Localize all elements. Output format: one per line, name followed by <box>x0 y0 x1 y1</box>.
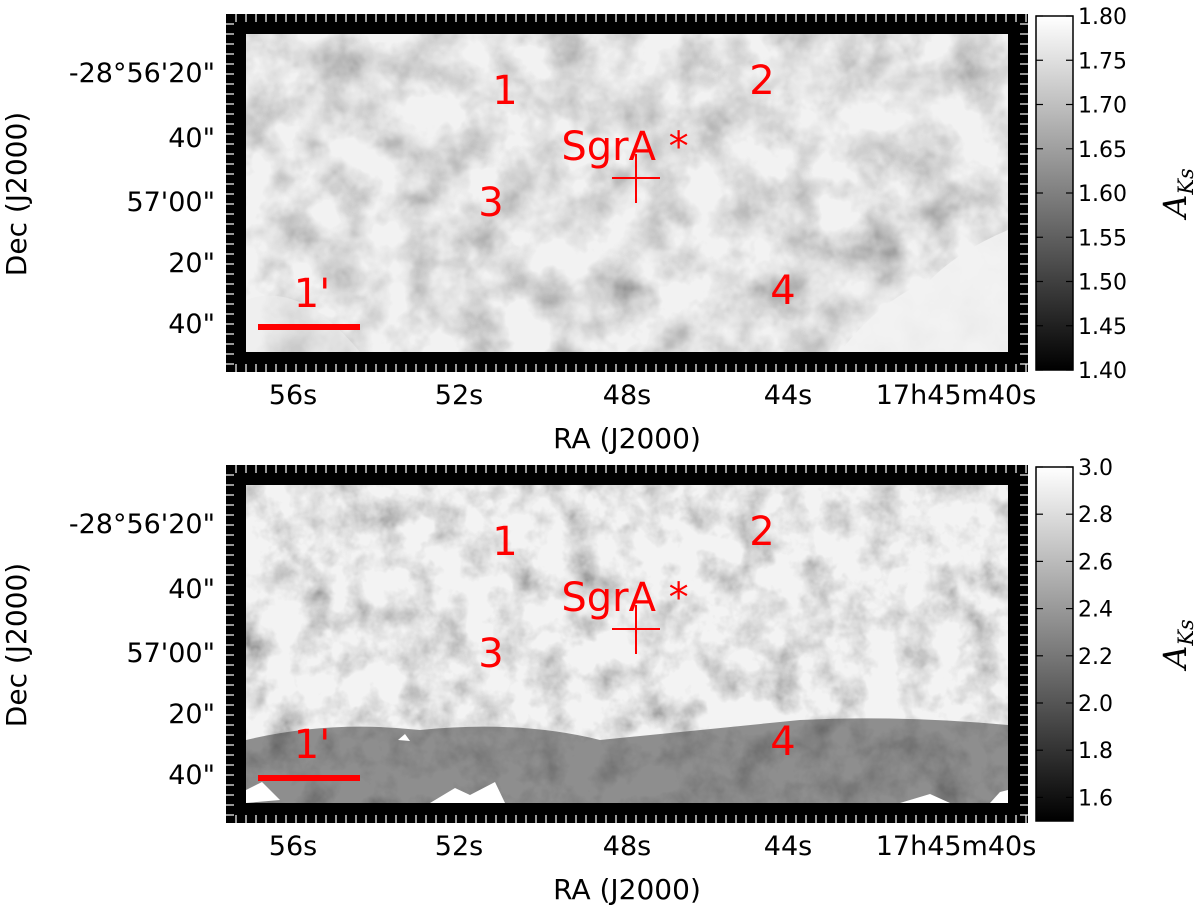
colorbar-tick-label: 3.0 <box>1078 456 1113 481</box>
colorbar: 1.80 1.75 1.70 1.65 1.60 1.55 1.50 1.45 1.40 AKs <box>1035 5 1198 384</box>
y-tick-label: -28°56'20" <box>69 58 215 89</box>
region-label-1: 1 <box>492 519 517 565</box>
y-tick-label: 20" <box>168 248 215 279</box>
region-label-3: 3 <box>478 180 503 226</box>
annotations: 1 2 3 4 SgrA * 1' <box>258 509 796 781</box>
x-tick-label: 52s <box>435 831 483 862</box>
frame-ticks <box>226 14 1028 372</box>
colorbar: 3.0 2.8 2.6 2.4 2.2 2.0 1.8 1.6 AKs <box>1035 456 1198 822</box>
colorbar-tick-label: 1.6 <box>1078 786 1113 811</box>
colorbar-title: AKs <box>1156 619 1198 672</box>
extinction-map <box>246 485 1008 803</box>
colorbar-tick-label: 2.6 <box>1078 550 1113 575</box>
annotations: 1 2 3 4 SgrA * 1' <box>258 58 796 330</box>
x-tick-label: 44s <box>764 831 812 862</box>
y-tick-label: 57'00" <box>126 187 215 218</box>
panel-bottom: 1 2 3 4 SgrA * 1' -28°56'20" 40" 57'00" … <box>0 456 1198 906</box>
x-tick-label: 56s <box>269 380 317 411</box>
y-axis-title: Dec (J2000) <box>0 563 33 727</box>
x-tick-label: 52s <box>435 380 483 411</box>
y-tick-label: 40" <box>168 123 215 154</box>
extinction-map <box>246 34 1008 352</box>
y-tick-label: 40" <box>168 309 215 340</box>
y-tick-labels: -28°56'20" 40" 57'00" 20" 40" <box>69 509 215 791</box>
region-label-4: 4 <box>770 268 795 314</box>
colorbar-tick-label: 1.50 <box>1078 271 1127 296</box>
colorbar-tick-label: 1.70 <box>1078 94 1127 119</box>
x-tick-label: 56s <box>269 831 317 862</box>
colorbar-tick-label: 2.2 <box>1078 645 1113 670</box>
region-label-2: 2 <box>749 509 774 555</box>
x-tick-label: 48s <box>603 831 651 862</box>
region-label-2: 2 <box>749 58 774 104</box>
colorbar-tick-label: 1.60 <box>1078 182 1127 207</box>
colorbar-ticks: 3.0 2.8 2.6 2.4 2.2 2.0 1.8 1.6 <box>1036 456 1113 811</box>
scale-bar-label: 1' <box>294 722 330 768</box>
sgra-cross-marker <box>612 154 660 203</box>
sgra-label: SgrA * <box>561 575 688 621</box>
region-label-3: 3 <box>478 631 503 677</box>
sgra-label: SgrA * <box>561 124 688 170</box>
region-label-4: 4 <box>770 719 795 765</box>
colorbar-tick-label: 2.0 <box>1078 692 1113 717</box>
colorbar-gradient <box>1035 466 1074 822</box>
sgra-cross-marker <box>612 605 660 654</box>
frame-ticks <box>226 465 1028 823</box>
colorbar-title: AKs <box>1156 168 1198 221</box>
x-axis-title: RA (J2000) <box>553 873 701 906</box>
colorbar-ticks: 1.80 1.75 1.70 1.65 1.60 1.55 1.50 1.45 1.40 <box>1036 5 1127 384</box>
colorbar-tick-label: 1.80 <box>1078 5 1127 30</box>
y-tick-label: -28°56'20" <box>69 509 215 540</box>
x-tick-label: 48s <box>603 380 651 411</box>
scale-bar-label: 1' <box>294 271 330 317</box>
region-label-1: 1 <box>492 68 517 114</box>
colorbar-tick-label: 2.8 <box>1078 503 1113 528</box>
x-tick-label: 17h45m40s <box>876 380 1037 411</box>
x-tick-label: 17h45m40s <box>876 831 1037 862</box>
colorbar-tick-label: 1.65 <box>1078 138 1127 163</box>
colorbar-tick-label: 2.4 <box>1078 598 1113 623</box>
x-tick-labels: 56s 52s 48s 44s 17h45m40s <box>269 831 1037 862</box>
colorbar-tick-label: 1.75 <box>1078 49 1127 74</box>
y-tick-label: 40" <box>168 574 215 605</box>
x-tick-labels: 56s 52s 48s 44s 17h45m40s <box>269 380 1037 411</box>
colorbar-tick-label: 1.45 <box>1078 315 1127 340</box>
x-tick-label: 44s <box>764 380 812 411</box>
colorbar-tick-label: 1.40 <box>1078 359 1127 384</box>
y-tick-labels: -28°56'20" 40" 57'00" 20" 40" <box>69 58 215 340</box>
colorbar-tick-label: 1.55 <box>1078 226 1127 251</box>
y-tick-label: 20" <box>168 699 215 730</box>
panel-top: 1 2 3 4 SgrA * 1' -28°56'20" 40" 57'00" … <box>0 5 1198 455</box>
y-tick-label: 57'00" <box>126 638 215 669</box>
colorbar-tick-label: 1.8 <box>1078 739 1113 764</box>
y-tick-label: 40" <box>168 760 215 791</box>
y-axis-title: Dec (J2000) <box>0 112 33 276</box>
x-axis-title: RA (J2000) <box>553 422 701 455</box>
